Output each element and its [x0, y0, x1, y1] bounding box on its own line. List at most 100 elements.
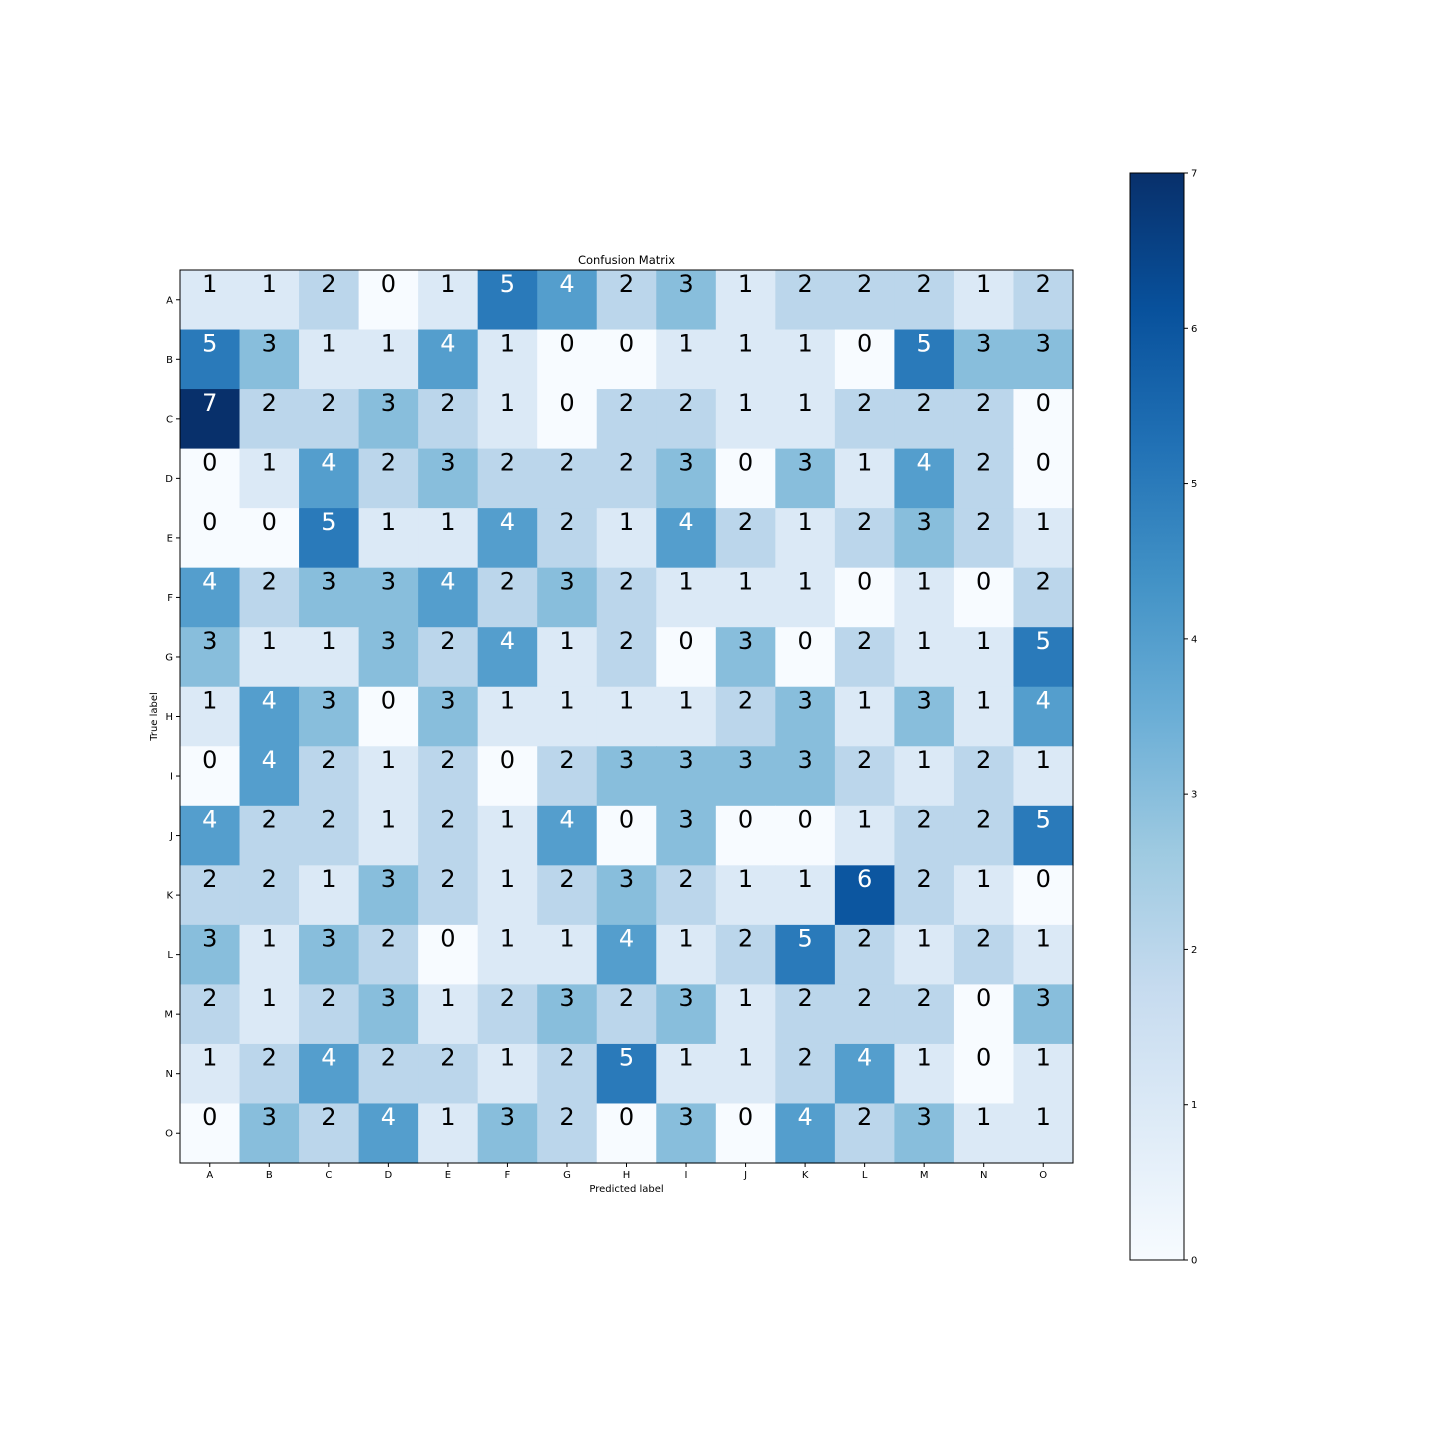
cell-value-label: 2 — [857, 746, 872, 774]
cell-value-label: 3 — [1036, 329, 1051, 357]
x-tick-label: I — [685, 1170, 688, 1181]
x-tick-label: J — [743, 1170, 747, 1181]
cell-value-label: 2 — [619, 448, 634, 476]
cell-value-label: 2 — [559, 508, 574, 536]
cell-value-label: 0 — [559, 329, 574, 357]
cell-value-label: 0 — [1036, 389, 1051, 417]
cell-value-label: 1 — [381, 806, 396, 834]
heatmap-cell — [180, 329, 241, 390]
cell-value-label: 4 — [1036, 687, 1051, 715]
heatmap-cell — [477, 329, 538, 390]
cell-value-label: 1 — [559, 627, 574, 655]
cell-value-label: 2 — [917, 865, 932, 893]
cell-value-label: 0 — [857, 329, 872, 357]
cell-value-label: 1 — [321, 627, 336, 655]
heatmap-cell — [180, 567, 241, 628]
cell-value-label: 1 — [262, 270, 277, 298]
cell-value-label: 2 — [857, 925, 872, 953]
heatmap-cell — [537, 1043, 598, 1105]
cell-value-label: 1 — [797, 389, 812, 417]
heatmap-cell — [953, 1043, 1015, 1105]
heatmap-cell — [180, 627, 241, 688]
heatmap-cell — [239, 865, 300, 926]
heatmap-cell — [299, 508, 360, 569]
cell-value-label: 1 — [559, 925, 574, 953]
heatmap-cell — [1013, 805, 1074, 866]
cell-value-label: 4 — [500, 627, 515, 655]
heatmap-cell — [953, 627, 1015, 688]
heatmap-cell — [894, 984, 955, 1045]
cell-value-label: 4 — [262, 687, 277, 715]
cell-value-label: 2 — [321, 1103, 336, 1131]
heatmap-cell — [894, 924, 955, 985]
heatmap-cell — [953, 805, 1015, 866]
heatmap-cell — [1013, 686, 1074, 747]
heatmap-cell — [1013, 627, 1074, 688]
cell-value-label: 1 — [738, 865, 753, 893]
cell-value-label: 1 — [500, 389, 515, 417]
heatmap-cell — [180, 805, 241, 866]
cell-value-label: 4 — [321, 1044, 336, 1072]
cell-value-label: 2 — [321, 270, 336, 298]
cell-value-label: 0 — [202, 746, 217, 774]
heatmap-cell — [418, 627, 479, 688]
cell-value-label: 4 — [797, 1103, 812, 1131]
cell-value-label: 5 — [1036, 806, 1051, 834]
y-tick-label: H — [165, 712, 173, 723]
cell-value-label: 2 — [440, 806, 455, 834]
heatmap-cell — [418, 1043, 479, 1105]
cell-value-label: 6 — [857, 865, 872, 893]
y-tick-label: A — [166, 295, 173, 306]
heatmap-cell — [775, 924, 836, 985]
cell-value-label: 2 — [619, 984, 634, 1012]
heatmap-cell — [358, 567, 419, 628]
heatmap-cell — [715, 686, 776, 747]
cell-value-label: 3 — [381, 627, 396, 655]
heatmap-cell — [953, 746, 1015, 807]
cell-value-label: 1 — [857, 687, 872, 715]
heatmap-cell — [596, 270, 657, 331]
heatmap-cell — [953, 270, 1015, 331]
cell-value-label: 3 — [917, 1103, 932, 1131]
x-tick-label: H — [623, 1170, 631, 1181]
cell-value-label: 0 — [202, 508, 217, 536]
heatmap-cell — [596, 329, 657, 390]
cell-value-label: 1 — [381, 329, 396, 357]
cell-value-label: 2 — [202, 984, 217, 1012]
heatmap-cell — [715, 448, 776, 509]
cell-value-label: 1 — [262, 448, 277, 476]
heatmap-cell — [358, 389, 419, 450]
cell-value-label: 3 — [381, 389, 396, 417]
heatmap-cell — [1013, 448, 1074, 509]
heatmap-cell — [1013, 270, 1074, 331]
heatmap-cell — [537, 924, 598, 985]
cell-value-label: 2 — [440, 627, 455, 655]
y-axis-ticks: A B C D E F G H I J K L M N O — [164, 295, 180, 1140]
heatmap-cell — [656, 389, 717, 450]
heatmap-cell — [358, 865, 419, 926]
cell-value-label: 4 — [202, 806, 217, 834]
heatmap-cell — [834, 389, 895, 450]
heatmap-cell — [775, 270, 836, 331]
colorbar-tick-label: 4 — [1191, 634, 1197, 645]
heatmap-cell — [358, 448, 419, 509]
cell-value-label: 7 — [202, 389, 217, 417]
cell-value-label: 2 — [440, 389, 455, 417]
heatmap-cell — [715, 389, 776, 450]
cell-value-label: 0 — [1036, 865, 1051, 893]
cell-value-label: 3 — [262, 1103, 277, 1131]
heatmap-cell — [656, 805, 717, 866]
cell-value-label: 2 — [381, 925, 396, 953]
heatmap-cell — [834, 686, 895, 747]
heatmap-cell — [656, 1103, 717, 1164]
cell-value-label: 2 — [976, 389, 991, 417]
heatmap-cell — [656, 865, 717, 926]
cell-value-label: 1 — [857, 806, 872, 834]
x-tick-label: K — [802, 1170, 809, 1181]
cell-value-label: 4 — [678, 508, 693, 536]
cell-value-label: 2 — [559, 1103, 574, 1131]
heatmap-cell — [894, 448, 955, 509]
heatmap-cell — [477, 270, 538, 331]
x-tick-label: F — [505, 1170, 511, 1181]
y-tick-label: O — [165, 1129, 173, 1140]
